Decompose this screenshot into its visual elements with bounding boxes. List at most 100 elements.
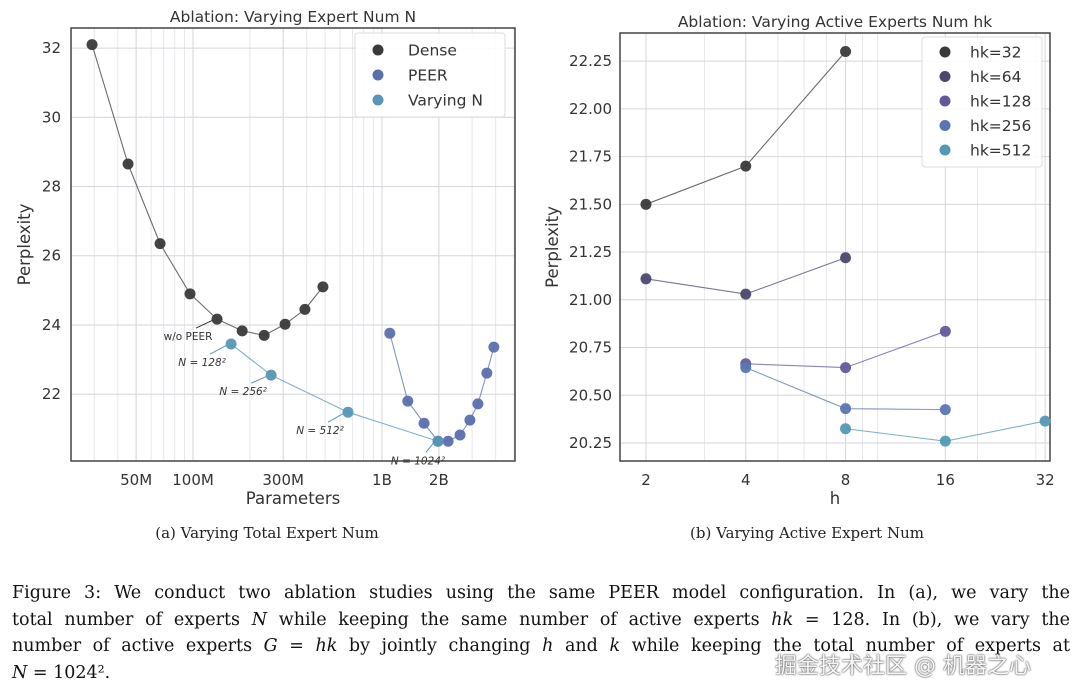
data-point	[640, 273, 652, 285]
data-point	[840, 362, 852, 374]
x-tick-label: 32	[1036, 471, 1055, 489]
x-tick-label: 1B	[372, 471, 392, 489]
legend-marker	[939, 71, 951, 82]
data-point	[86, 39, 98, 51]
caption-line: total number of experts N while keeping …	[12, 607, 1070, 634]
legend-label: hk=256	[970, 117, 1031, 135]
caption-math: N	[12, 662, 28, 683]
legend-label: Dense	[408, 42, 457, 60]
legend-marker	[939, 46, 951, 58]
data-point	[640, 198, 652, 210]
data-point	[481, 367, 493, 379]
data-point	[384, 327, 396, 339]
x-tick-label: 50M	[120, 471, 152, 489]
series-line-dense	[91, 44, 324, 336]
y-axis-label: Perplexity	[543, 206, 562, 288]
caption-math: h	[542, 636, 554, 656]
x-tick-label: 2B	[429, 471, 449, 489]
chart-expert-num: 50M 100M 300M 1B 2B 22 24 26 28 30 32 Ablation: Var…	[15, 8, 516, 508]
data-point	[740, 288, 752, 300]
data-point	[840, 252, 852, 264]
annotation-arrow	[327, 412, 345, 423]
data-point	[939, 435, 951, 447]
plot-frame	[70, 27, 516, 462]
caption-text: and	[553, 636, 610, 656]
legend-label: hk=128	[970, 93, 1031, 111]
legend-label: hk=512	[970, 142, 1031, 160]
data-point	[840, 403, 852, 415]
annotation-label: N = 512²	[296, 425, 344, 437]
caption-text: =	[277, 636, 316, 656]
data-point	[402, 395, 414, 407]
caption-text: Figure 3: We conduct two ablation studie…	[12, 583, 1070, 603]
data-point	[211, 313, 223, 325]
annotation-arrow	[425, 441, 435, 453]
caption-text: while keeping the same number of active …	[267, 609, 772, 630]
data-point	[258, 329, 270, 341]
data-point	[442, 435, 454, 447]
x-tick-label: 4	[741, 471, 751, 489]
y-tick-label: 20.75	[569, 339, 612, 357]
subcaption-a: (a) Varying Total Expert Num	[155, 524, 379, 542]
x-axis-label: h	[830, 489, 840, 508]
data-point	[939, 404, 951, 416]
caption-math: hk	[315, 636, 338, 656]
annotation-label: N = 1024²	[391, 455, 446, 467]
data-point	[488, 341, 500, 353]
data-point	[464, 414, 476, 426]
caption-line: Figure 3: We conduct two ablation studie…	[12, 580, 1070, 607]
y-tick-label: 21.50	[569, 195, 612, 213]
caption-math: k	[609, 636, 621, 656]
data-point	[236, 325, 248, 337]
legend-box	[354, 32, 506, 118]
legend-marker	[372, 44, 384, 56]
legend-marker	[939, 120, 951, 131]
y-axis-label: Perplexity	[15, 203, 34, 285]
x-tick-label: 2	[641, 471, 651, 489]
legend-label: PEER	[408, 67, 448, 85]
data-point	[342, 406, 354, 418]
annotation-arrow	[250, 375, 268, 384]
y-tick-label: 30	[42, 108, 61, 126]
chart-title: Ablation: Varying Expert Num N	[170, 8, 416, 26]
annotation-label: w/o PEER	[164, 331, 213, 343]
annotation-label: N = 128²	[178, 357, 226, 369]
y-tick-label: 20.50	[569, 386, 612, 404]
y-tick-label: 20.25	[569, 434, 612, 452]
y-tick-label: 22.00	[569, 100, 612, 118]
data-point	[122, 158, 134, 170]
caption-line: number of active experts G = hk by joint…	[12, 633, 1070, 660]
data-point	[840, 46, 852, 58]
legend-label: Varying N	[408, 92, 483, 110]
legend-marker	[372, 69, 384, 81]
data-point	[184, 288, 196, 300]
caption-text: = 128. In (b), we vary the	[793, 609, 1070, 630]
data-point	[432, 435, 444, 447]
series-line-peer	[389, 333, 495, 442]
caption-line: N = 1024².	[12, 660, 1070, 687]
data-point	[454, 429, 466, 441]
y-tick-label: 32	[42, 39, 61, 57]
data-point	[225, 338, 237, 350]
caption-math: hk	[771, 609, 794, 630]
legend: Dense PEER Varying N	[354, 32, 506, 118]
caption-text: = 1024².	[27, 662, 111, 683]
data-point	[740, 160, 752, 172]
caption-math: N	[251, 609, 268, 630]
legend-marker	[939, 95, 951, 107]
y-tick-label: 21.00	[569, 291, 612, 309]
caption-text: by jointly changing	[337, 636, 543, 656]
data-point	[279, 318, 291, 330]
data-point	[840, 423, 852, 435]
legend-box	[921, 36, 1043, 168]
x-tick-label: 16	[936, 471, 955, 489]
y-tick-label: 22	[42, 385, 61, 403]
y-tick-label: 24	[42, 316, 61, 334]
caption-math: G	[263, 636, 278, 656]
subcaption-b: (b) Varying Active Expert Num	[690, 524, 924, 542]
legend-label: hk=64	[970, 68, 1022, 86]
y-tick-label: 21.75	[569, 148, 612, 166]
data-point	[154, 238, 166, 250]
data-point	[1039, 415, 1051, 427]
